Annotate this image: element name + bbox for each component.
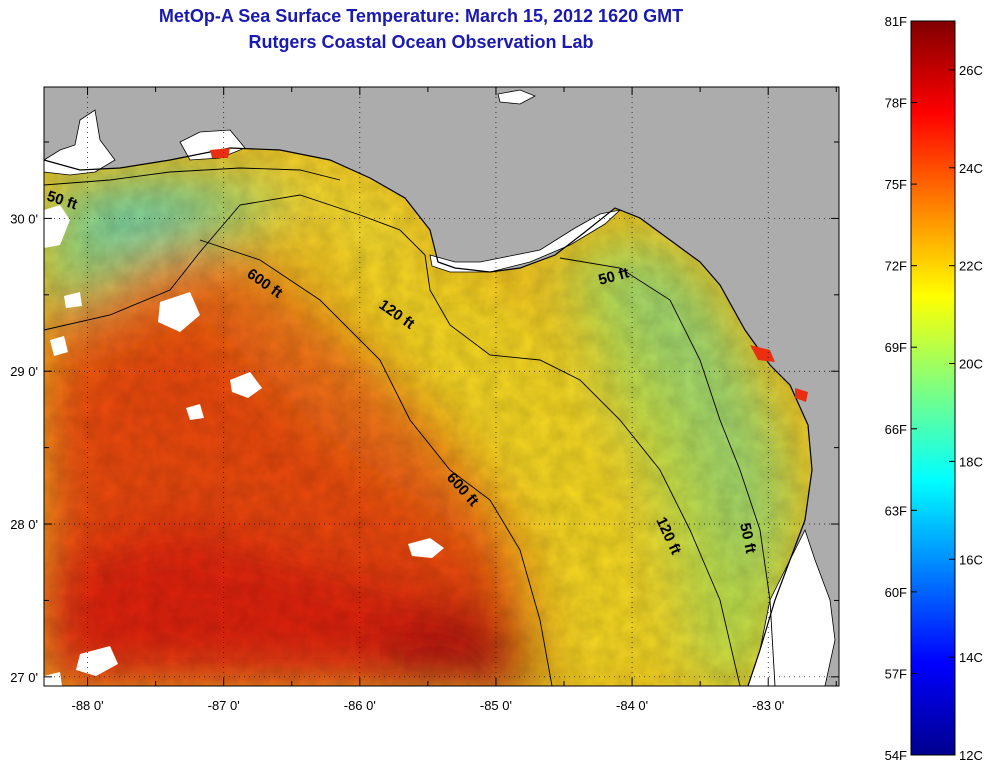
bathymetry-contours [43, 167, 776, 687]
colorbar-label-c: 18C [959, 454, 983, 469]
lon-tick-label: -88 0' [71, 698, 103, 713]
colorbar-label-f: 57F [885, 666, 907, 681]
map-frame [43, 86, 840, 687]
lat-tick-label: 28 0' [10, 517, 38, 532]
lon-tick-label: -85 0' [480, 698, 512, 713]
axis-ticks: -88 0' -87 0' -86 0' -85 0' -84 0' -83 0' 30 0… [10, 87, 839, 713]
colorbar-label-c: 14C [959, 650, 983, 665]
colorbar-label-c: 26C [959, 63, 983, 78]
lon-tick-label: -83 0' [752, 698, 784, 713]
contour-50ft-west [43, 167, 341, 186]
colorbar-label-f: 66F [885, 422, 907, 437]
colorbar-label-f: 72F [885, 259, 907, 274]
sst-field [44, 148, 812, 686]
colorbar-label-f: 54F [885, 748, 907, 763]
colorbar-label-c: 24C [959, 161, 983, 176]
warm-nearshore [210, 148, 808, 402]
colorbar-label-f: 69F [885, 340, 907, 355]
lon-tick-label: -87 0' [208, 698, 240, 713]
colorbar [910, 20, 956, 756]
lat-tick-label: 27 0' [10, 670, 38, 685]
lon-tick-label: -86 0' [344, 698, 376, 713]
colorbar-label-f: 63F [885, 503, 907, 518]
colorbar-label-c: 16C [959, 552, 983, 567]
colorbar-label-c: 12C [959, 748, 983, 763]
coastline [43, 147, 813, 687]
map-title: MetOp-A Sea Surface Temperature: March 1… [158, 6, 684, 26]
contour-600ft [199, 239, 553, 687]
colorbar-label-f: 75F [885, 177, 907, 192]
colorbar-label-f: 60F [885, 585, 907, 600]
contour-50ft-east [559, 257, 776, 687]
colorbar-label-c: 20C [959, 357, 983, 372]
colorbar-label-c: 22C [959, 259, 983, 274]
contour-label: 50 ft [736, 521, 759, 555]
lat-tick-label: 29 0' [10, 364, 38, 379]
cloud-patches [44, 205, 444, 686]
colorbar-labels: 81F 78F 75F 72F 69F 66F 63F 60F 57F 54F 26C 24C 22C 2… [885, 14, 983, 763]
contour-120ft [43, 194, 741, 687]
lat-tick-label: 30 0' [10, 211, 38, 226]
lon-tick-label: -84 0' [616, 698, 648, 713]
colorbar-label-f: 78F [885, 96, 907, 111]
map-subtitle: Rutgers Coastal Ocean Observation Lab [248, 32, 594, 52]
colorbar-label-f: 81F [885, 14, 907, 29]
